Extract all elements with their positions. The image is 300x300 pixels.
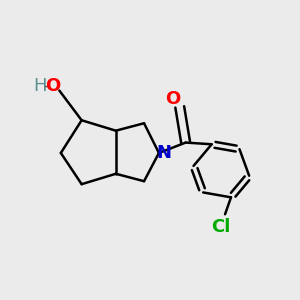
- Text: H: H: [33, 77, 47, 95]
- Text: -: -: [43, 77, 49, 95]
- Text: Cl: Cl: [211, 218, 230, 236]
- Text: O: O: [166, 91, 181, 109]
- Text: O: O: [45, 77, 60, 95]
- Text: N: N: [157, 144, 172, 162]
